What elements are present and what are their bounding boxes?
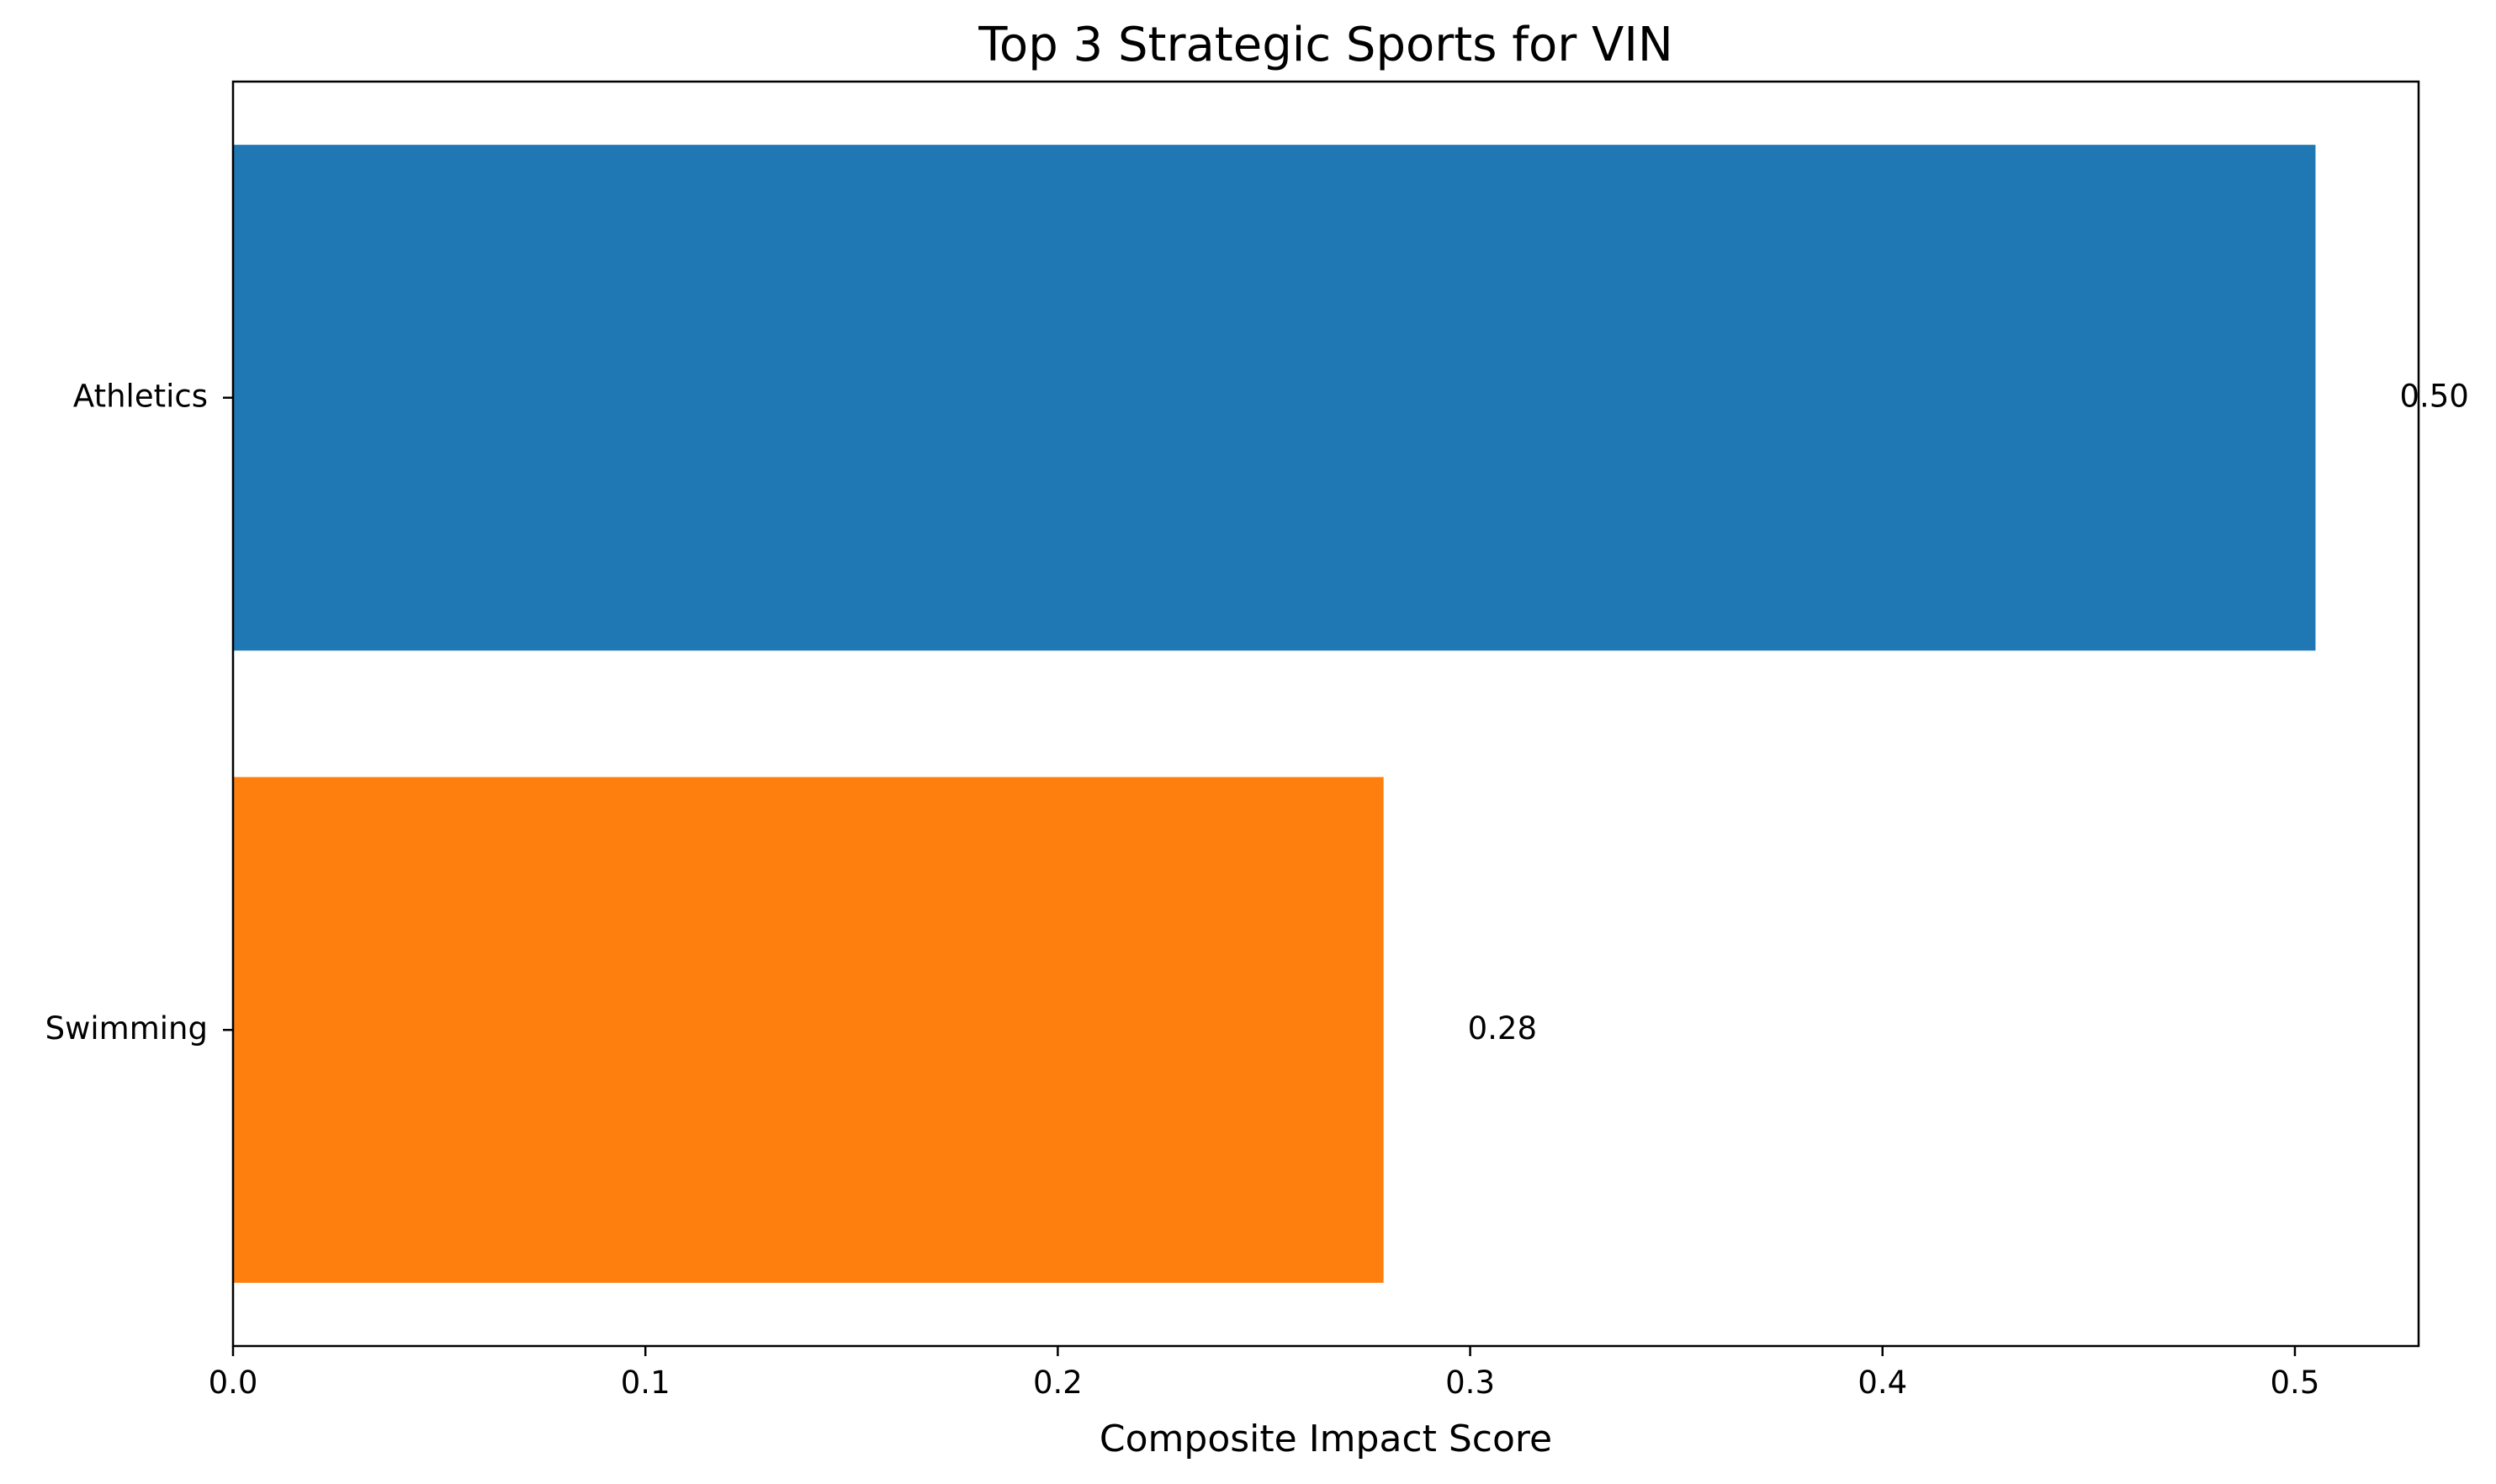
y-tick-label-swimming: Swimming: [45, 1010, 208, 1047]
chart-title: Top 3 Strategic Sports for VIN: [978, 18, 1673, 72]
x-axis-label: Composite Impact Score: [1100, 1418, 1552, 1460]
x-tick-label-2: 0.2: [1033, 1365, 1083, 1401]
y-tick-label-athletics: Athletics: [73, 378, 208, 414]
x-tick-label-3: 0.3: [1445, 1365, 1495, 1401]
bar-athletics: [233, 145, 2316, 651]
x-axis-ticks: 0.0 0.1 0.2 0.3 0.4 0.5: [209, 1346, 2320, 1401]
y-axis-ticks: Athletics Swimming: [45, 378, 233, 1047]
data-labels-group: 0.50 0.28: [1468, 378, 2469, 1047]
bars-group: [233, 145, 2316, 1283]
plot-frame: [231, 80, 2420, 1348]
x-tick-label-4: 0.4: [1857, 1365, 1907, 1401]
x-tick-label-1: 0.1: [621, 1365, 670, 1401]
x-tick-label-0: 0.0: [209, 1365, 258, 1401]
data-label-swimming: 0.28: [1468, 1010, 1537, 1047]
data-label-athletics: 0.50: [2399, 378, 2468, 414]
bar-swimming: [233, 776, 1384, 1283]
x-tick-label-5: 0.5: [2271, 1365, 2320, 1401]
